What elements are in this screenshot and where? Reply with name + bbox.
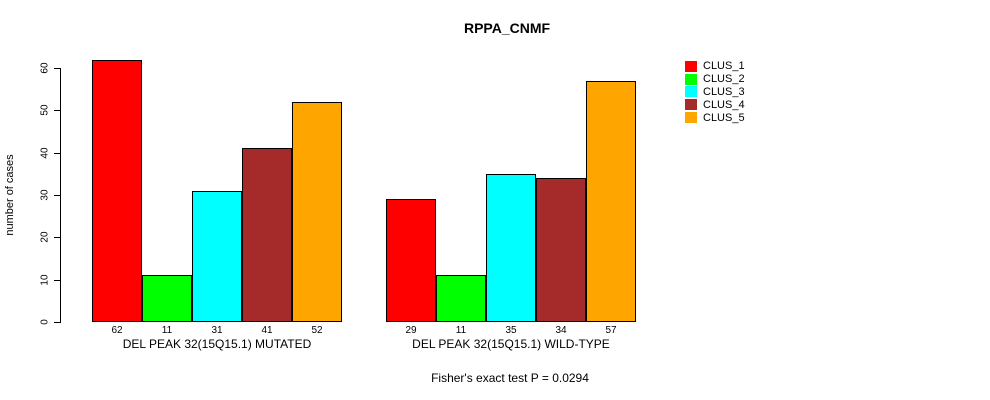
y-axis-tick-label: 60 xyxy=(39,62,51,74)
legend-item-clus_2: CLUS_2 xyxy=(685,73,745,86)
y-axis-label: number of cases xyxy=(4,154,16,236)
y-axis-tick xyxy=(54,152,60,154)
legend-item-clus_3: CLUS_3 xyxy=(685,86,745,99)
y-axis-tick xyxy=(54,68,60,69)
bar-clus_3-wild-type xyxy=(486,173,536,322)
chart-title: RPPA_CNMF xyxy=(463,20,551,36)
legend-item-clus_4: CLUS_4 xyxy=(685,98,745,111)
y-axis-tick xyxy=(54,195,60,196)
legend-swatch-clus_2 xyxy=(685,73,697,85)
bar-value-label-clus_4-wild-type: 34 xyxy=(555,325,567,336)
y-axis-tick-label: 10 xyxy=(39,274,51,286)
legend-swatch-clus_3 xyxy=(685,86,697,98)
y-axis-tick-label: 0 xyxy=(39,319,51,325)
legend-label-clus_2: CLUS_2 xyxy=(703,73,745,86)
bar-clus_4-mutated xyxy=(242,148,292,322)
bar-value-label-clus_3-mutated: 31 xyxy=(211,325,223,336)
y-axis-tick-label: 20 xyxy=(39,231,51,243)
y-axis-tick xyxy=(54,237,60,239)
bar-value-label-clus_1-mutated: 62 xyxy=(111,325,123,336)
bar-value-label-clus_3-wild-type: 35 xyxy=(505,325,517,336)
legend: CLUS_1 CLUS_2 CLUS_3 CLUS_4 CLUS_5 xyxy=(685,60,745,124)
legend-label-clus_3: CLUS_3 xyxy=(703,85,745,98)
bar-clus_2-wild-type xyxy=(436,275,486,322)
bar-value-label-clus_5-mutated: 52 xyxy=(311,325,323,336)
bar-clus_1-wild-type xyxy=(386,199,436,322)
legend-label-clus_1: CLUS_1 xyxy=(703,60,745,73)
fisher-test-caption: Fisher's exact test P = 0.0294 xyxy=(431,371,589,385)
bar-clus_1-mutated xyxy=(92,59,142,322)
bar-value-label-clus_2-mutated: 11 xyxy=(161,325,173,336)
legend-swatch-clus_5 xyxy=(685,112,697,124)
y-axis-line xyxy=(60,68,61,323)
y-axis-tick xyxy=(54,322,60,323)
y-axis-tick-label: 40 xyxy=(39,147,51,159)
bar-value-label-clus_2-wild-type: 11 xyxy=(455,325,467,336)
x-axis-group-label-mutated: DEL PEAK 32(15Q15.1) MUTATED xyxy=(122,337,312,351)
bar-clus_4-wild-type xyxy=(536,178,586,322)
bar-clus_5-wild-type xyxy=(586,80,636,322)
legend-label-clus_5: CLUS_5 xyxy=(703,111,745,124)
y-axis-tick-label: 50 xyxy=(39,104,51,116)
legend-label-clus_4: CLUS_4 xyxy=(703,98,745,111)
bar-value-label-clus_4-mutated: 41 xyxy=(261,325,273,336)
legend-item-clus_1: CLUS_1 xyxy=(685,60,745,73)
bar-value-label-clus_1-wild-type: 29 xyxy=(405,325,417,336)
bar-clus_3-mutated xyxy=(192,190,242,322)
x-axis-group-label-wild-type: DEL PEAK 32(15Q15.1) WILD-TYPE xyxy=(412,337,610,351)
legend-swatch-clus_1 xyxy=(685,60,697,72)
y-axis-tick-label: 30 xyxy=(39,189,51,201)
bar-clus_2-mutated xyxy=(142,275,192,322)
y-axis-tick xyxy=(54,279,60,281)
bar-clus_5-mutated xyxy=(292,101,342,322)
legend-item-clus_5: CLUS_5 xyxy=(685,111,745,124)
y-axis-tick xyxy=(54,110,60,112)
bar-value-label-clus_5-wild-type: 57 xyxy=(605,325,617,336)
legend-swatch-clus_4 xyxy=(685,99,697,111)
